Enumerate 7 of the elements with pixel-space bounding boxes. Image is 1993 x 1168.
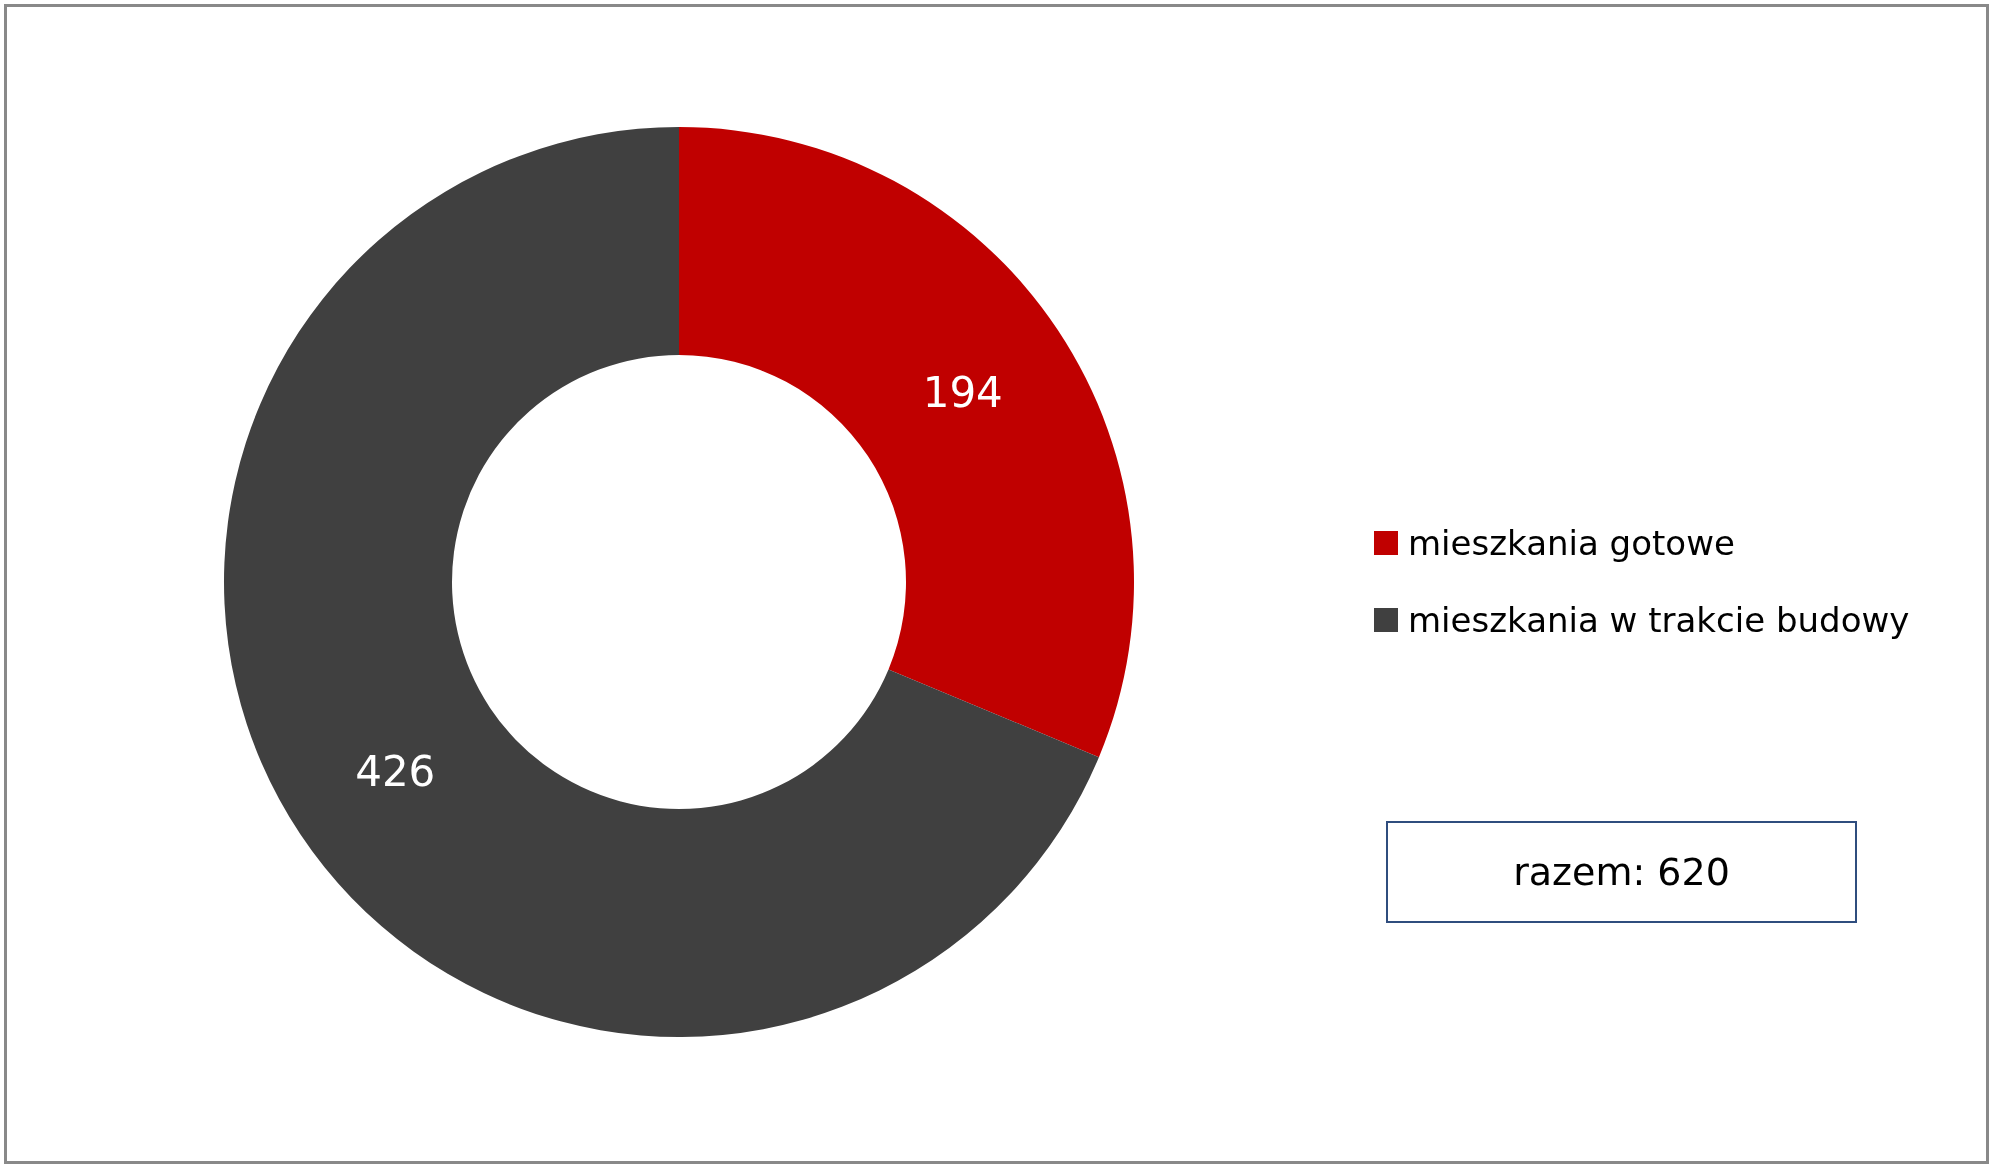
data-label: 426 [355, 746, 436, 796]
data-label: 194 [922, 368, 1003, 418]
donut-slice [679, 127, 1134, 758]
legend-label: mieszkania gotowe [1408, 523, 1735, 563]
donut-slice [224, 127, 1099, 1037]
legend-label: mieszkania w trakcie budowy [1408, 600, 1910, 640]
text: razem: 620 [1513, 850, 1730, 894]
